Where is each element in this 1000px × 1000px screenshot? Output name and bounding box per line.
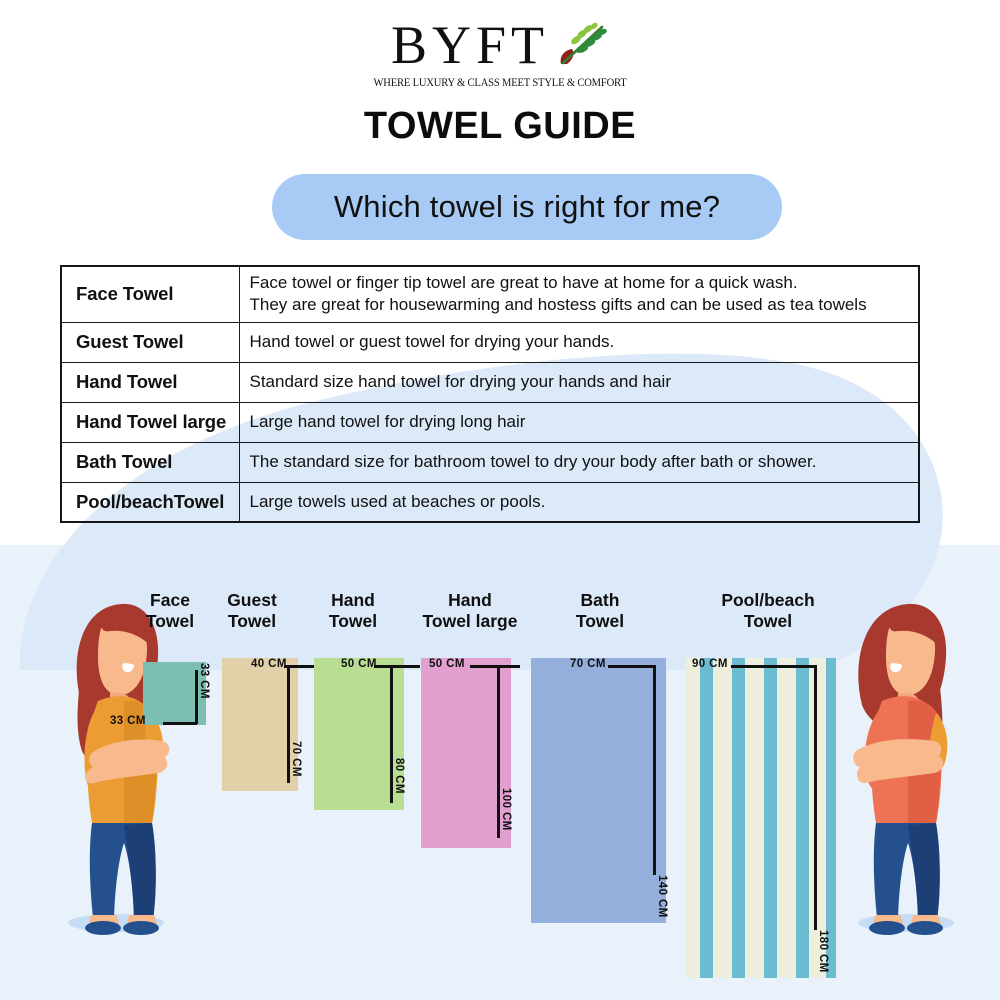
dimension-rule-vertical [287, 665, 290, 783]
size-label-bath-towel: Bath Towel [575, 590, 625, 632]
dimension-rule-vertical [390, 665, 393, 803]
dimension-width-hand-towel: 50 CM [341, 658, 377, 670]
dimension-rule-horizontal [470, 665, 520, 668]
towel-description-cell: Face towel or finger tip towel are great… [238, 265, 920, 323]
woman-coral-shirt-icon [840, 585, 970, 935]
size-label-face-towel: Face Towel [145, 590, 195, 632]
towel-description-cell: Large hand towel for drying long hair [238, 401, 920, 443]
olive-branch-icon [555, 22, 609, 68]
towel-description-cell: Hand towel or guest towel for drying you… [238, 321, 920, 363]
table-row: Pool/beachTowel Large towels used at bea… [60, 481, 920, 523]
towel-size-comparison: Face Towel Guest Towel Hand Towel Hand T… [0, 545, 1000, 1000]
dimension-height-bath-towel: 140 CM [656, 875, 668, 918]
size-label-pool-beach-towel: Pool/beach Towel [721, 590, 815, 632]
towel-name-cell: Guest Towel [60, 321, 240, 363]
woman-orange-sweater-icon [48, 585, 178, 935]
towel-swatch-hand-towel-large [421, 658, 511, 848]
towel-swatch-pool-beach-towel [686, 658, 836, 978]
dimension-rule-horizontal [163, 722, 197, 725]
page-title: TOWEL GUIDE [363, 105, 637, 147]
dimension-rule-horizontal [284, 665, 326, 668]
table-row: Face Towel Face towel or finger tip towe… [60, 265, 920, 323]
dimension-rule-horizontal [731, 665, 817, 668]
question-pill: Which towel is right for me? [272, 174, 782, 240]
question-text: Which towel is right for me? [333, 189, 721, 224]
towel-guide-table: Face Towel Face towel or finger tip towe… [60, 265, 920, 523]
towel-name-cell: Bath Towel [60, 441, 240, 483]
table-row: Guest Towel Hand towel or guest towel fo… [60, 321, 920, 363]
description-line: Face towel or finger tip towel are great… [249, 272, 798, 292]
dimension-rule-vertical [653, 665, 656, 875]
towel-name-cell: Pool/beachTowel [60, 481, 240, 523]
brand-tagline: WHERE LUXURY & CLASS MEET STYLE & COMFOR… [373, 77, 627, 89]
dimension-height-hand-towel-large: 100 CM [500, 788, 512, 831]
towel-swatch-guest-towel [222, 658, 298, 791]
towel-description-cell: Large towels used at beaches or pools. [238, 481, 920, 523]
table-row: Bath Towel The standard size for bathroo… [60, 441, 920, 483]
dimension-rule-vertical [497, 665, 500, 838]
dimension-height-pool-beach-towel: 180 CM [817, 930, 829, 973]
table-row: Hand Towel large Large hand towel for dr… [60, 401, 920, 443]
towel-name-cell: Hand Towel [60, 361, 240, 403]
size-label-hand-towel-large: Hand Towel large [422, 590, 518, 632]
towel-swatch-bath-towel [531, 658, 666, 923]
dimension-width-pool-beach-towel: 90 CM [692, 658, 728, 670]
towel-description-cell: The standard size for bathroom towel to … [238, 441, 920, 483]
dimension-rule-vertical [195, 670, 198, 724]
dimension-rule-vertical [814, 665, 817, 930]
towel-description-cell: Standard size hand towel for drying your… [238, 361, 920, 403]
dimension-width-bath-towel: 70 CM [570, 658, 606, 670]
size-label-hand-towel: Hand Towel [328, 590, 378, 632]
towel-name-cell: Face Towel [60, 265, 240, 323]
dimension-width-guest-towel: 40 CM [251, 658, 287, 670]
stripe-pattern [686, 658, 836, 978]
dimension-height-guest-towel: 70 CM [290, 741, 302, 777]
dimension-rule-horizontal [608, 665, 656, 668]
size-label-guest-towel: Guest Towel [227, 590, 277, 632]
towel-swatch-hand-towel [314, 658, 404, 810]
brand-logo: BYFT [0, 18, 1000, 89]
description-line: They are great for housewarming and host… [249, 295, 867, 315]
brand-name: BYFT [390, 15, 550, 75]
dimension-rule-horizontal [374, 665, 420, 668]
dimension-height-hand-towel: 80 CM [393, 758, 405, 794]
table-row: Hand Towel Standard size hand towel for … [60, 361, 920, 403]
dimension-width-face-towel: 33 CM [110, 715, 146, 727]
dimension-width-hand-towel-large: 50 CM [429, 658, 465, 670]
dimension-height-face-towel: 33 CM [198, 663, 210, 699]
towel-name-cell: Hand Towel large [60, 401, 240, 443]
